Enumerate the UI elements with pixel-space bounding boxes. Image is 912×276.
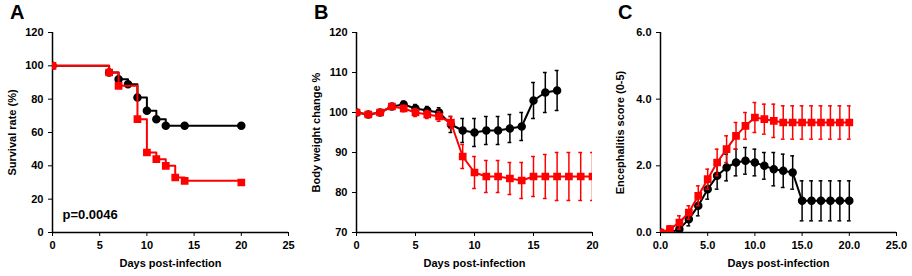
svg-text:20: 20 — [235, 239, 247, 251]
svg-text:60: 60 — [31, 126, 43, 138]
svg-text:15.0: 15.0 — [791, 239, 812, 251]
svg-text:0: 0 — [37, 226, 43, 238]
svg-text:100: 100 — [25, 59, 43, 71]
html-text:A: A — [10, 1, 25, 23]
svg-text:0.0: 0.0 — [653, 239, 668, 251]
svg-text:6.0: 6.0 — [636, 26, 651, 38]
svg-text:15: 15 — [188, 239, 200, 251]
svg-text:0: 0 — [353, 239, 359, 251]
svg-text:25: 25 — [282, 239, 294, 251]
svg-text:Days post-infection: Days post-infection — [423, 257, 525, 269]
svg-text:20: 20 — [586, 239, 598, 251]
svg-text:40: 40 — [31, 159, 43, 171]
svg-text:80: 80 — [31, 93, 43, 105]
svg-text:0: 0 — [49, 239, 55, 251]
svg-text:100: 100 — [329, 106, 347, 118]
svg-text:Encephalitis score (0-5): Encephalitis score (0-5) — [614, 70, 626, 194]
svg-text:5: 5 — [97, 239, 103, 251]
svg-text:p=0.0046: p=0.0046 — [63, 207, 118, 222]
svg-text:Days post-infection: Days post-infection — [119, 257, 221, 269]
svg-text:Body weight change %: Body weight change % — [310, 72, 322, 192]
svg-text:120: 120 — [329, 26, 347, 38]
svg-text:70: 70 — [335, 226, 347, 238]
svg-text:10: 10 — [468, 239, 480, 251]
svg-text:20: 20 — [31, 193, 43, 205]
svg-text:5: 5 — [412, 239, 418, 251]
svg-text:5.0: 5.0 — [700, 239, 715, 251]
svg-text:Survival rate (%): Survival rate (%) — [6, 89, 18, 176]
html-text:C: C — [618, 1, 633, 23]
svg-text:110: 110 — [330, 66, 348, 78]
svg-text:25.0: 25.0 — [886, 239, 907, 251]
svg-text:80: 80 — [335, 186, 347, 198]
svg-text:0.0: 0.0 — [636, 226, 651, 238]
svg-text:15: 15 — [527, 239, 539, 251]
svg-text:4.0: 4.0 — [636, 93, 651, 105]
html-text:B: B — [314, 1, 329, 23]
svg-text:120: 120 — [25, 26, 43, 38]
svg-text:90: 90 — [335, 146, 347, 158]
svg-text:20.0: 20.0 — [839, 239, 860, 251]
svg-text:10.0: 10.0 — [744, 239, 765, 251]
svg-text:Days post-infection: Days post-infection — [727, 257, 829, 269]
svg-text:10: 10 — [141, 239, 153, 251]
svg-text:2.0: 2.0 — [636, 159, 651, 171]
